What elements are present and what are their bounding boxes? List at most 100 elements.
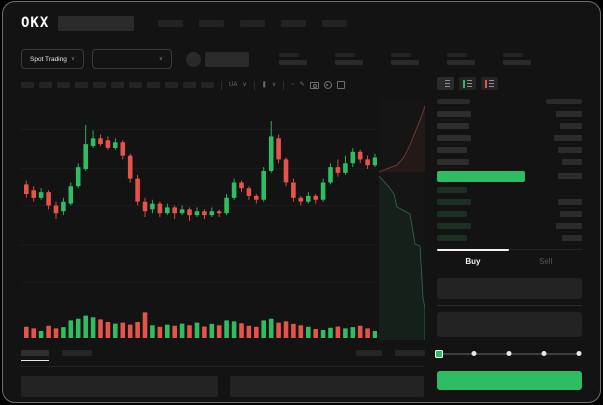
buy-button[interactable] [436, 371, 582, 390]
volume-bar [172, 325, 177, 338]
volume-bar [98, 319, 103, 338]
ask-row[interactable] [436, 120, 582, 132]
line-type-icon[interactable]: ~ [291, 82, 295, 88]
timeframe-button[interactable] [201, 82, 214, 88]
last-price-row[interactable] [436, 168, 582, 184]
slider-stop-25pct[interactable] [471, 351, 477, 356]
ask-price-bar [436, 111, 471, 117]
orders-action-placeholder[interactable] [355, 350, 382, 356]
timeframe-button[interactable] [75, 82, 88, 88]
candlestick-chart[interactable] [21, 98, 377, 294]
draw-pencil-icon[interactable]: ✎ [299, 82, 305, 88]
candle-body [350, 151, 356, 164]
ask-row[interactable] [436, 156, 582, 168]
fullscreen-icon[interactable] [336, 81, 345, 89]
timeframe-button[interactable] [39, 82, 52, 88]
volume-bar [343, 328, 348, 338]
ask-row[interactable] [436, 144, 582, 156]
chevron-down-icon: ∨ [158, 56, 163, 62]
price-input[interactable] [436, 278, 582, 299]
timeframe-button[interactable] [57, 82, 70, 88]
nav-item[interactable] [158, 19, 184, 27]
volume-bar [291, 323, 296, 338]
stat-value-placeholder [334, 60, 363, 65]
slider-stop-75pct[interactable] [541, 351, 547, 356]
percent-slider[interactable] [435, 348, 582, 360]
book-bids-toggle[interactable] [458, 77, 476, 90]
volume-bar [276, 322, 281, 338]
chart-area[interactable] [21, 98, 425, 340]
tab-buy[interactable]: Buy [465, 256, 481, 266]
candle-body [90, 138, 96, 146]
pair-dropdown[interactable]: ∨ [91, 49, 172, 69]
okx-logo: OKX [21, 15, 50, 31]
candle-style-dropdown[interactable]: ❚ [261, 82, 267, 88]
nav-item[interactable] [322, 19, 348, 27]
orders-action-placeholder[interactable] [394, 350, 425, 356]
nav-item[interactable] [240, 19, 266, 27]
timeframe-button[interactable] [147, 82, 160, 88]
volume-bar [216, 325, 222, 338]
candle-body [157, 203, 163, 214]
bid-row[interactable] [436, 232, 582, 244]
timeframe-button[interactable] [165, 82, 178, 88]
candle-body [254, 195, 259, 200]
slider-stop-100pct[interactable] [576, 351, 582, 356]
chevron-down-icon[interactable]: ∨ [271, 82, 277, 88]
market-toolbar: Spot Trading ∨ ∨ [3, 44, 600, 74]
slider-stop-0pct[interactable] [435, 349, 444, 358]
candle-body [135, 178, 140, 202]
ask-row[interactable] [436, 132, 582, 144]
volume-bar [372, 331, 377, 338]
book-asks-toggle[interactable] [480, 77, 498, 90]
divider [253, 80, 255, 90]
ask-row[interactable] [436, 108, 582, 120]
volume-bar [320, 330, 326, 338]
bid-row[interactable] [436, 208, 582, 220]
bids-list [436, 184, 582, 244]
orders-tab-open[interactable] [21, 350, 49, 361]
bid-price-bar [436, 211, 467, 217]
timeframe-button[interactable] [111, 82, 124, 88]
depth-bids-line [378, 175, 425, 340]
indicator-dropdown[interactable]: UA [229, 82, 238, 88]
volume-bar [328, 327, 333, 338]
camera-icon[interactable] [309, 81, 319, 89]
timeframe-button[interactable] [93, 82, 106, 88]
nav-item[interactable] [281, 19, 307, 27]
volume-bar [135, 322, 140, 338]
stat-label-placeholder [278, 53, 299, 57]
orders-table-rows [21, 376, 425, 397]
bid-amount-bar [560, 211, 582, 217]
depth-strip [378, 98, 425, 340]
bid-price-bar [436, 187, 467, 193]
tab-sell[interactable]: Sell [538, 256, 553, 266]
candle-body [216, 211, 222, 214]
amount-input[interactable] [436, 312, 582, 337]
market-type-dropdown[interactable]: Spot Trading ∨ [21, 49, 84, 69]
bid-row[interactable] [436, 220, 582, 232]
book-both-toggle[interactable] [436, 77, 454, 90]
candle-body [24, 184, 29, 194]
volume-bar [150, 325, 155, 338]
divider [21, 366, 425, 367]
candle-body [224, 197, 229, 214]
nav-menu [158, 19, 348, 27]
candle-body [98, 138, 103, 145]
timeframe-button[interactable] [129, 82, 142, 88]
chevron-down-icon[interactable]: ∨ [242, 82, 247, 88]
settings-gear-icon[interactable] [323, 81, 332, 89]
candle-body [291, 182, 296, 198]
timeframe-button[interactable] [21, 82, 34, 88]
orders-row-placeholder [230, 376, 424, 397]
orders-tab-history[interactable] [62, 350, 92, 356]
bid-row[interactable] [436, 196, 582, 208]
search-input[interactable] [58, 15, 135, 31]
nav-item[interactable] [199, 19, 225, 27]
timeframe-button[interactable] [183, 82, 196, 88]
slider-stop-50pct[interactable] [506, 351, 512, 356]
volume-bar [90, 317, 96, 338]
ask-price-bar [436, 123, 469, 129]
bid-row[interactable] [436, 184, 582, 196]
orders-row-placeholder [21, 376, 218, 397]
